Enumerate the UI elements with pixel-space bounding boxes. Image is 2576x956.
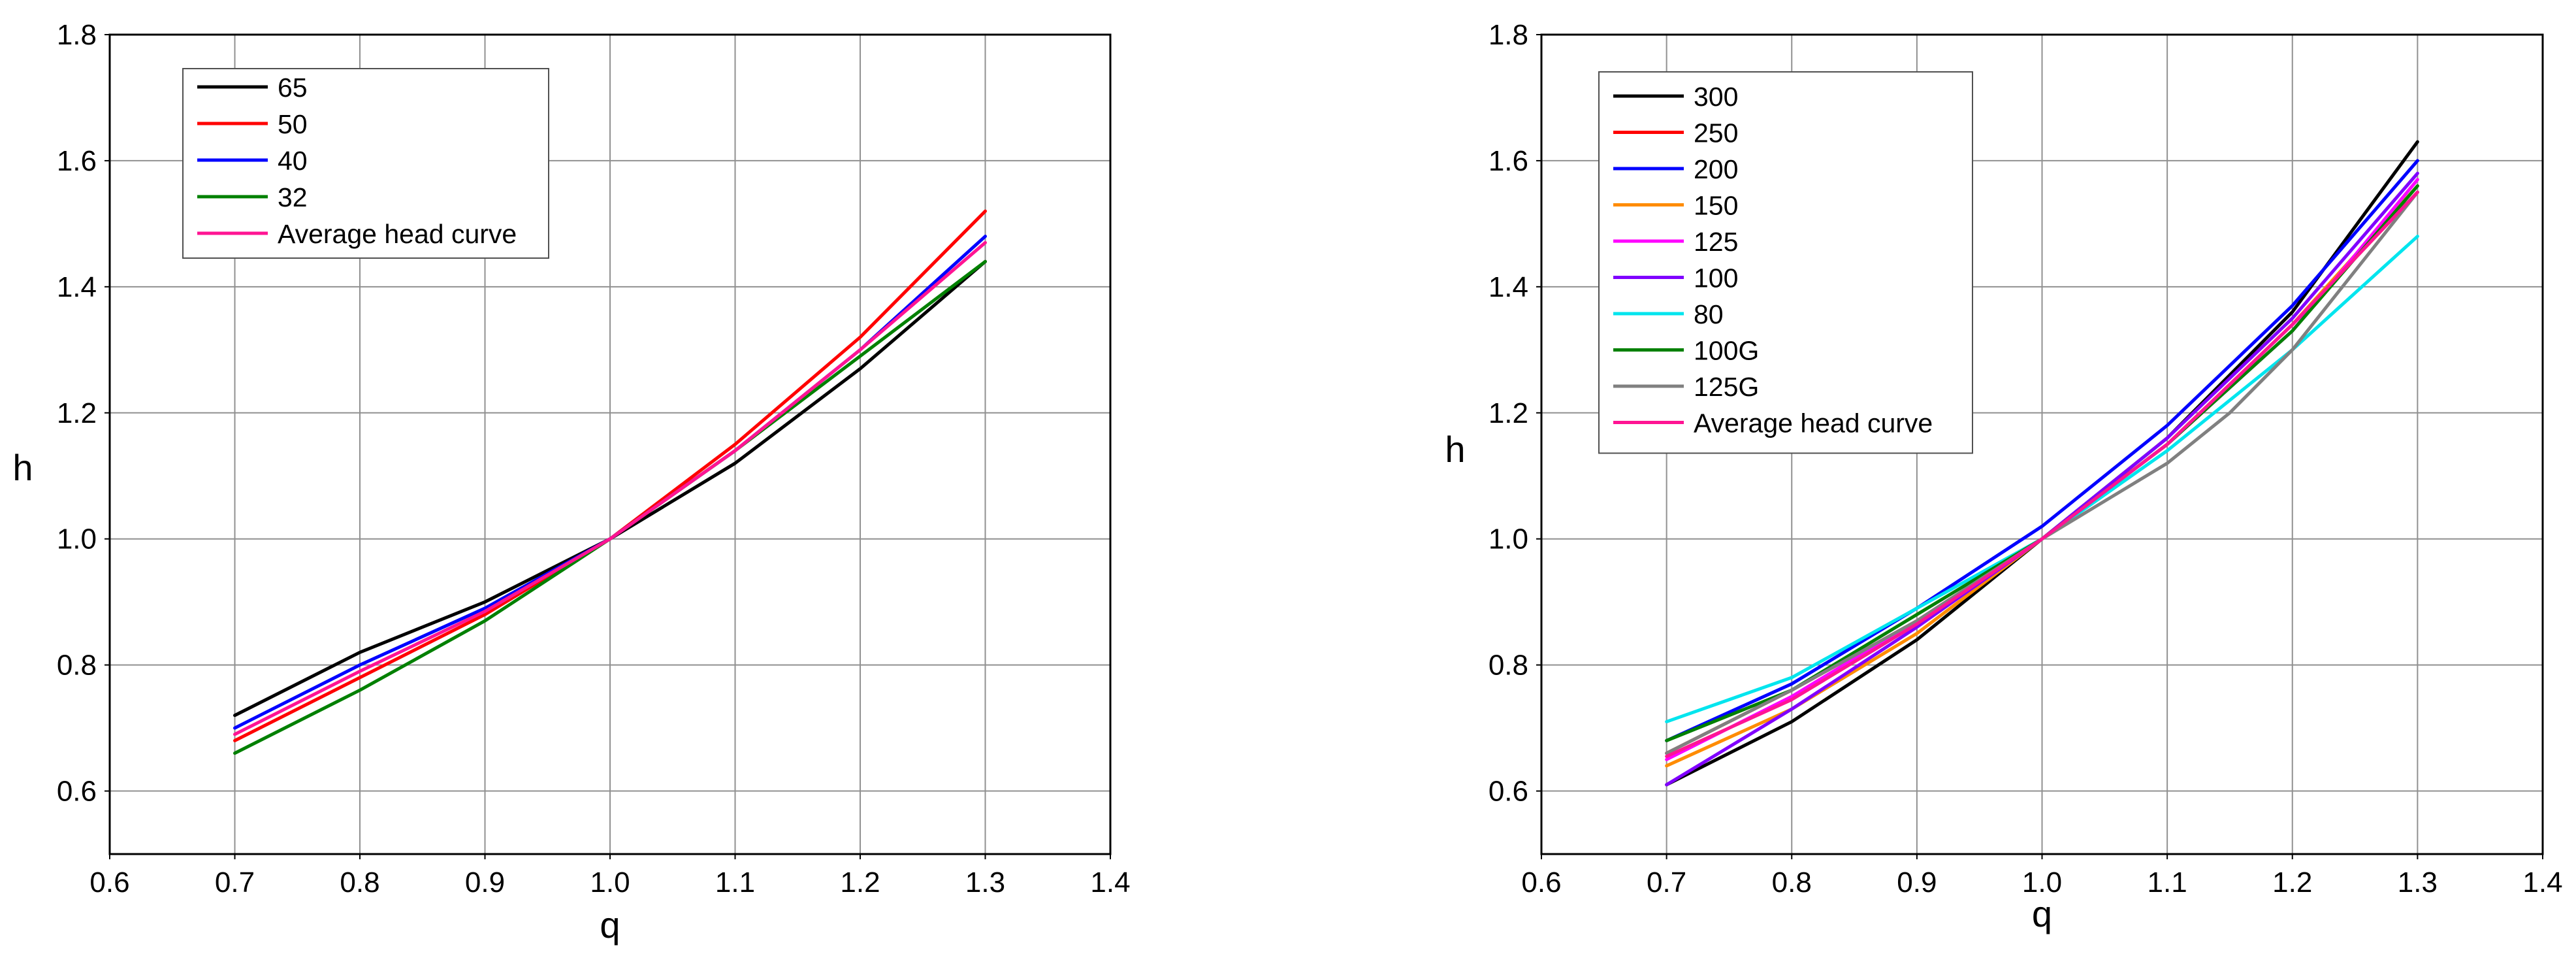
x-tick-label: 1.4 (2522, 866, 2562, 898)
legend-label: 125G (1694, 372, 1759, 402)
plot-frame (108, 33, 1112, 855)
y-tick-label: 1.4 (1489, 271, 1528, 303)
x-tick-label: 1.1 (715, 866, 755, 898)
y-axis-label: h (12, 447, 33, 488)
legend: 65 50 40 32 Average head curve (182, 68, 549, 259)
legend-label: 300 (1694, 82, 1738, 112)
y-tick-label: 1.6 (1489, 145, 1528, 177)
x-tick-label: 1.1 (2148, 866, 2187, 898)
legend-label: 65 (278, 73, 308, 103)
x-tick-label: 0.8 (340, 866, 379, 898)
x-tick-label: 1.4 (1090, 866, 1130, 898)
chart-left: 0.6 0.7 0.8 0.9 1.0 1.1 1.2 1.3 1.4 0.6 0.8 1.0 1.2 1… (12, 19, 1130, 946)
x-tick-label: 1.0 (590, 866, 630, 898)
legend-label: 100G (1694, 336, 1759, 366)
x-tick-label: 0.9 (1897, 866, 1937, 898)
legend-label: 100 (1694, 263, 1738, 293)
y-tick-label: 1.6 (57, 145, 97, 177)
series-line-125g (1665, 190, 2419, 755)
legend-label: 200 (1694, 154, 1738, 184)
y-tick-label: 1.0 (57, 523, 97, 555)
x-tick-label: 1.3 (2398, 866, 2438, 898)
y-tick-label: 1.4 (57, 271, 97, 303)
legend-label: Average head curve (278, 219, 517, 249)
y-tick-label: 1.8 (1489, 19, 1528, 51)
y-tick-label: 0.8 (57, 650, 97, 682)
x-tick-label: 0.6 (89, 866, 129, 898)
y-tick-label: 0.6 (57, 776, 97, 808)
y-axis-label: h (1445, 429, 1465, 470)
y-tick-label: 1.2 (57, 397, 97, 429)
x-tick-label: 0.8 (1772, 866, 1812, 898)
chart-right: 0.6 0.7 0.8 0.9 1.0 1.1 1.2 1.3 1.4 0.6 0.8 1.0 1.2 1… (1445, 19, 2562, 934)
x-axis-label: q (600, 904, 620, 946)
legend-label: 125 (1694, 227, 1738, 257)
legend-box (182, 68, 549, 259)
legend-label: 150 (1694, 191, 1738, 221)
y-tick-label: 1.2 (1489, 397, 1528, 429)
x-tick-label: 0.7 (215, 866, 255, 898)
legend-label: 80 (1694, 299, 1724, 329)
series-line-200 (1665, 159, 2419, 742)
x-tick-label: 0.6 (1521, 866, 1561, 898)
legend-label: Average head curve (1694, 408, 1933, 438)
legend-label: 50 (278, 109, 308, 139)
y-tick-label: 1.8 (57, 19, 97, 51)
x-axis-label: q (2032, 893, 2052, 934)
x-tick-label: 1.2 (840, 866, 880, 898)
series-line-average-head-curve (233, 240, 987, 736)
x-tick-label: 0.9 (465, 866, 505, 898)
x-tick-label: 1.3 (965, 866, 1005, 898)
legend-label: 40 (278, 146, 308, 176)
x-tick-label: 1.0 (2022, 866, 2062, 898)
series-line-average-head-curve (1665, 190, 2419, 758)
y-tick-label: 1.0 (1489, 523, 1528, 555)
plot-frame (1540, 33, 2544, 855)
y-tick-label: 0.8 (1489, 650, 1528, 682)
x-tick-label: 1.2 (2272, 866, 2312, 898)
x-tick-label: 0.7 (1647, 866, 1686, 898)
y-tick-label: 0.6 (1489, 776, 1528, 808)
legend: 300 250 200 150 125 100 80 100G 125G Average head… (1598, 71, 1973, 454)
legend-label: 250 (1694, 118, 1738, 148)
legend-box (1598, 71, 1973, 454)
legend-label: 32 (278, 182, 308, 212)
